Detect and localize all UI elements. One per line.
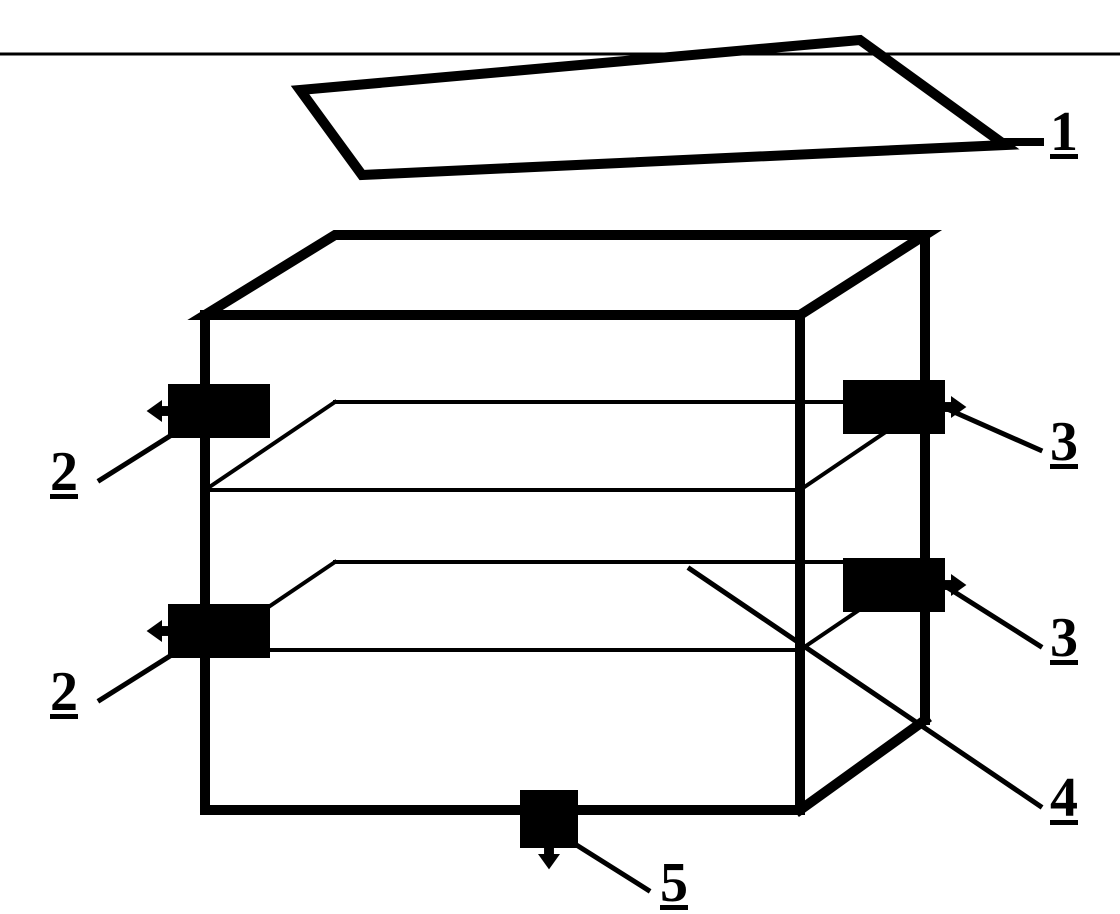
label-3-top: 3 xyxy=(1050,414,1078,470)
label-5: 5 xyxy=(660,855,688,911)
label-4: 4 xyxy=(1050,770,1078,826)
label-3-bot: 3 xyxy=(1050,610,1078,666)
label-2-bot: 2 xyxy=(50,664,78,720)
diagram-svg xyxy=(0,0,1120,904)
label-2-top: 2 xyxy=(50,444,78,500)
label-1: 1 xyxy=(1050,104,1078,160)
diagram-stage: 1 2 2 3 3 4 5 xyxy=(0,0,1120,904)
